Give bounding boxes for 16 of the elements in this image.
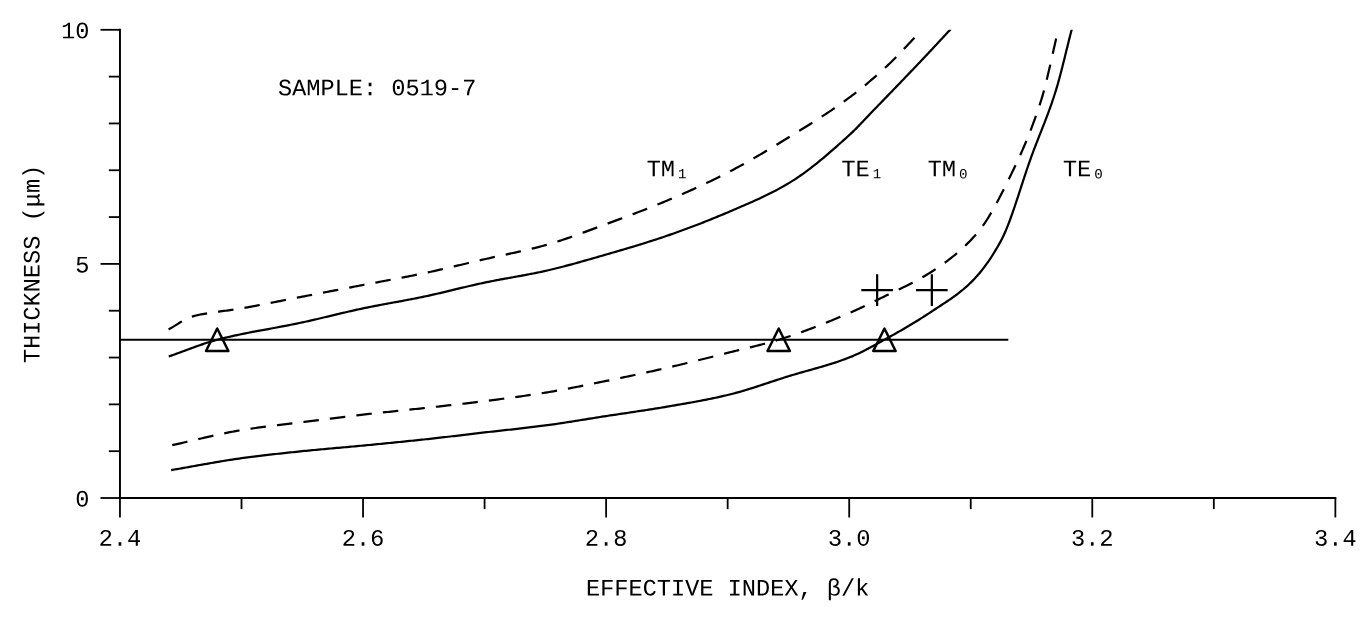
x-axis-title: EFFECTIVE INDEX, β/k xyxy=(587,578,869,601)
y-tick-label: 0 xyxy=(76,490,88,507)
x-tick-label: 2.8 xyxy=(586,529,626,546)
x-tick-label: 3.4 xyxy=(1315,529,1356,546)
series-label: TM₁ xyxy=(647,160,686,179)
y-tick-label: 10 xyxy=(62,22,88,39)
x-tick-label: 3.2 xyxy=(1072,529,1112,546)
series-label: TE₀ xyxy=(1063,160,1102,179)
x-tick-label: 2.4 xyxy=(100,529,141,546)
x-tick-label: 3.0 xyxy=(829,529,869,546)
annotation: SAMPLE: 0519-7 xyxy=(278,79,475,96)
y-tick-label: 5 xyxy=(76,256,88,273)
series-label: TM₀ xyxy=(928,160,967,179)
series-label: TE₁ xyxy=(842,160,881,179)
y-axis-title: THICKNESS (μm) xyxy=(22,168,45,363)
x-tick-label: 2.6 xyxy=(343,529,383,546)
